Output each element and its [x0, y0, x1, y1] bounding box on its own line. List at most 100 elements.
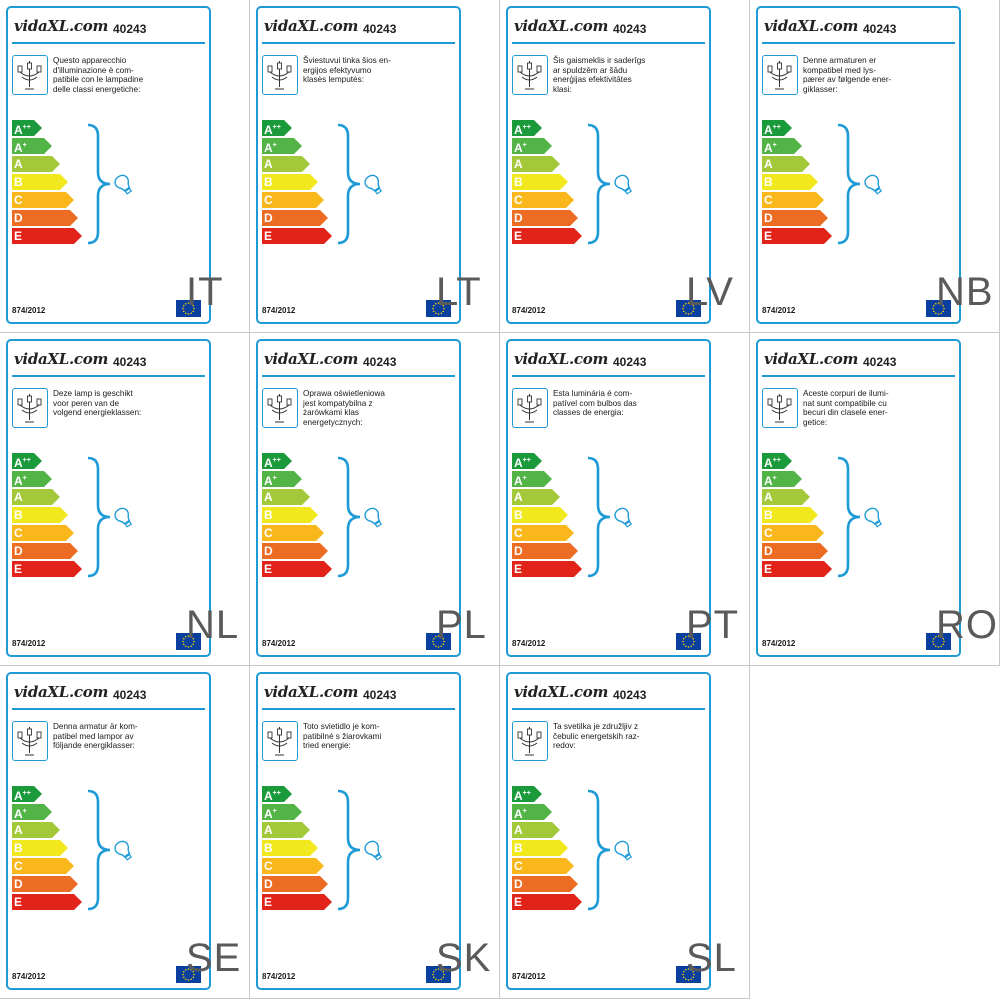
compatibility-brace [834, 122, 864, 251]
brace-graphic [837, 456, 861, 578]
energy-class-arrow: B [512, 174, 568, 190]
energy-class-arrow: A++ [762, 120, 792, 136]
energy-class-text: D [14, 544, 23, 558]
model-number: 40243 [863, 355, 897, 369]
energy-class-arrow: C [512, 858, 574, 874]
energy-class-text: A++ [14, 123, 31, 137]
energy-class-text: A+ [514, 141, 527, 155]
energy-class-text: D [764, 544, 773, 558]
energy-class-arrow: A [512, 489, 560, 505]
model-number: 40243 [113, 355, 147, 369]
header-divider [262, 375, 455, 377]
energy-label-card: vidaXL.com 40243 Denna armatur är kom- pat… [6, 672, 211, 990]
header-divider [512, 375, 705, 377]
brace-graphic [87, 456, 111, 578]
energy-class-text: A+ [514, 474, 527, 488]
energy-class-arrow: E [512, 228, 582, 244]
energy-class-arrow: A [12, 156, 60, 172]
chandelier-icon [512, 388, 548, 428]
country-code: SK [436, 936, 492, 980]
country-code: NL [186, 603, 240, 647]
energy-class-text: C [14, 859, 23, 873]
brand-logo: vidaXL.com [14, 17, 109, 35]
header-divider [262, 42, 455, 44]
regulation-number: 874/2012 [512, 972, 546, 981]
brace-graphic [337, 456, 361, 578]
energy-class-arrow: B [262, 840, 318, 856]
energy-class-arrow: A+ [762, 138, 802, 154]
brand-logo: vidaXL.com [514, 17, 609, 35]
energy-class-text: A [264, 157, 273, 171]
energy-class-text: B [264, 175, 273, 189]
energy-class-text: A [764, 490, 773, 504]
label-cell-pt: vidaXL.com 40243 Esta luminária é com- pat… [500, 333, 750, 666]
energy-class-text: C [514, 526, 523, 540]
energy-class-arrow: A+ [12, 804, 52, 820]
chandelier-icon [12, 388, 48, 428]
compatibility-brace [834, 455, 864, 584]
brand-logo: vidaXL.com [514, 683, 609, 701]
regulation-number: 874/2012 [262, 306, 296, 315]
compatibility-text: Ta svetilka je združljiv z čebulic energ… [553, 722, 640, 751]
energy-class-arrow: B [262, 507, 318, 523]
regulation-number: 874/2012 [12, 306, 46, 315]
energy-class-text: D [514, 877, 523, 891]
model-number: 40243 [613, 22, 647, 36]
energy-class-text: B [14, 508, 23, 522]
compatibility-brace [334, 455, 364, 584]
energy-class-arrow: E [762, 561, 832, 577]
energy-class-text: A [514, 157, 523, 171]
energy-class-text: E [14, 229, 23, 243]
energy-class-arrow: D [512, 210, 578, 226]
energy-class-text: A+ [264, 807, 277, 821]
eu-flag-icon [176, 966, 201, 983]
energy-class-text: E [764, 562, 773, 576]
energy-class-text: A [514, 823, 523, 837]
energy-class-arrow: D [262, 543, 328, 559]
energy-label-card: vidaXL.com 40243 Šviestuvui tinka šios en-… [256, 6, 461, 324]
energy-class-text: A++ [764, 456, 781, 470]
energy-class-arrow: D [12, 543, 78, 559]
energy-class-arrow: A++ [512, 453, 542, 469]
energy-label-card: vidaXL.com 40243 Ta svetilka je združljiv … [506, 672, 711, 990]
brace-graphic [587, 789, 611, 911]
energy-label-card: vidaXL.com 40243 Oprawa oświetleniowa jest… [256, 339, 461, 657]
chandelier-icon [762, 388, 798, 428]
energy-label-card: vidaXL.com 40243 Toto svietidlo je kom- pa… [256, 672, 461, 990]
brand-logo: vidaXL.com [514, 350, 609, 368]
bulb-icon [113, 172, 135, 203]
energy-class-arrow: C [512, 525, 574, 541]
energy-class-text: C [264, 193, 273, 207]
energy-class-text: B [764, 508, 773, 522]
chandelier-icon [262, 388, 298, 428]
energy-class-text: C [514, 193, 523, 207]
energy-class-arrow: B [512, 507, 568, 523]
energy-class-arrow: D [762, 210, 828, 226]
energy-class-text: C [514, 859, 523, 873]
energy-class-text: A++ [264, 456, 281, 470]
energy-class-text: E [264, 895, 273, 909]
energy-label-card: vidaXL.com 40243 Denne armaturen er kompat… [756, 6, 961, 324]
energy-class-text: E [514, 229, 523, 243]
energy-class-arrow: A [512, 822, 560, 838]
regulation-number: 874/2012 [512, 306, 546, 315]
energy-class-arrow: E [512, 894, 582, 910]
eu-flag-icon [176, 633, 201, 650]
compatibility-brace [584, 122, 614, 251]
compatibility-text: Esta luminária é com- patível com bulbos… [553, 389, 637, 418]
energy-class-text: E [264, 229, 273, 243]
country-code: LT [436, 270, 482, 314]
energy-class-text: A [14, 157, 23, 171]
energy-class-text: B [514, 175, 523, 189]
regulation-number: 874/2012 [12, 639, 46, 648]
energy-class-text: A+ [14, 474, 27, 488]
energy-class-text: D [264, 877, 273, 891]
brace-graphic [837, 123, 861, 245]
compatibility-text: Toto svietidlo je kom- patibilné s žiaro… [303, 722, 382, 751]
energy-class-text: C [764, 193, 773, 207]
country-code: SE [186, 936, 242, 980]
energy-class-arrow: E [762, 228, 832, 244]
model-number: 40243 [363, 688, 397, 702]
country-code: IT [186, 270, 224, 314]
chandelier-icon [762, 55, 798, 95]
